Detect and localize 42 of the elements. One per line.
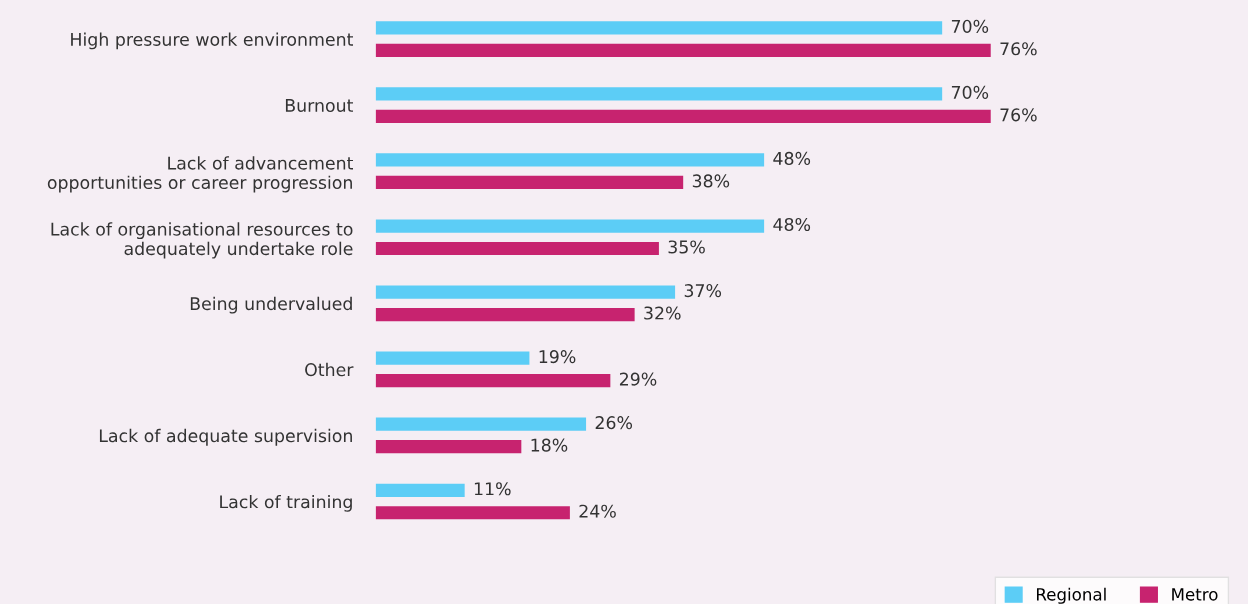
y-tick-label: Lack of advancement opportunities or career progression: [47, 156, 354, 193]
bar: [375, 153, 765, 167]
bar: [375, 483, 465, 497]
bar: [375, 219, 765, 233]
data-label: 70%: [951, 85, 989, 99]
y-tick-label: Being undervalued: [190, 296, 352, 314]
bar: [375, 43, 991, 57]
data-label: 18%: [531, 438, 568, 452]
y-tick-label: Lack of organisational resources to adequately undertake role: [51, 222, 353, 259]
y-tick-label: Lack of training: [220, 494, 352, 512]
bar: [375, 351, 530, 365]
bar: [375, 285, 676, 299]
data-label: 32%: [644, 306, 681, 320]
bar: [375, 175, 684, 190]
y-tick-label: Burnout: [285, 99, 354, 112]
data-label: 11%: [474, 482, 511, 496]
data-label: 29%: [619, 372, 657, 386]
bar: [375, 21, 943, 35]
data-label: 76%: [1000, 42, 1037, 56]
bar: [375, 440, 522, 454]
data-label: 48%: [773, 217, 811, 232]
bar: [375, 417, 587, 431]
bar: [375, 241, 659, 256]
data-label: 48%: [773, 151, 811, 165]
bar: [375, 374, 611, 388]
data-label: 35%: [668, 240, 705, 254]
data-label: 37%: [684, 284, 722, 298]
bar: [375, 87, 943, 101]
y-tick-label: Lack of adequate supervision: [99, 428, 352, 446]
data-label: 76%: [1000, 108, 1037, 122]
legend-label: Regional: [1036, 587, 1106, 604]
data-label: 70%: [951, 19, 989, 33]
bar: [375, 109, 991, 123]
legend-label: Metro: [1172, 588, 1218, 601]
data-label: 24%: [579, 504, 616, 518]
bar: [375, 506, 570, 520]
data-label: 26%: [595, 416, 633, 430]
y-tick-label: Other: [305, 362, 354, 377]
bar: [375, 307, 635, 322]
data-label: 19%: [539, 350, 576, 364]
data-label: 38%: [692, 174, 730, 188]
y-tick-label: High pressure work environment: [71, 32, 354, 50]
